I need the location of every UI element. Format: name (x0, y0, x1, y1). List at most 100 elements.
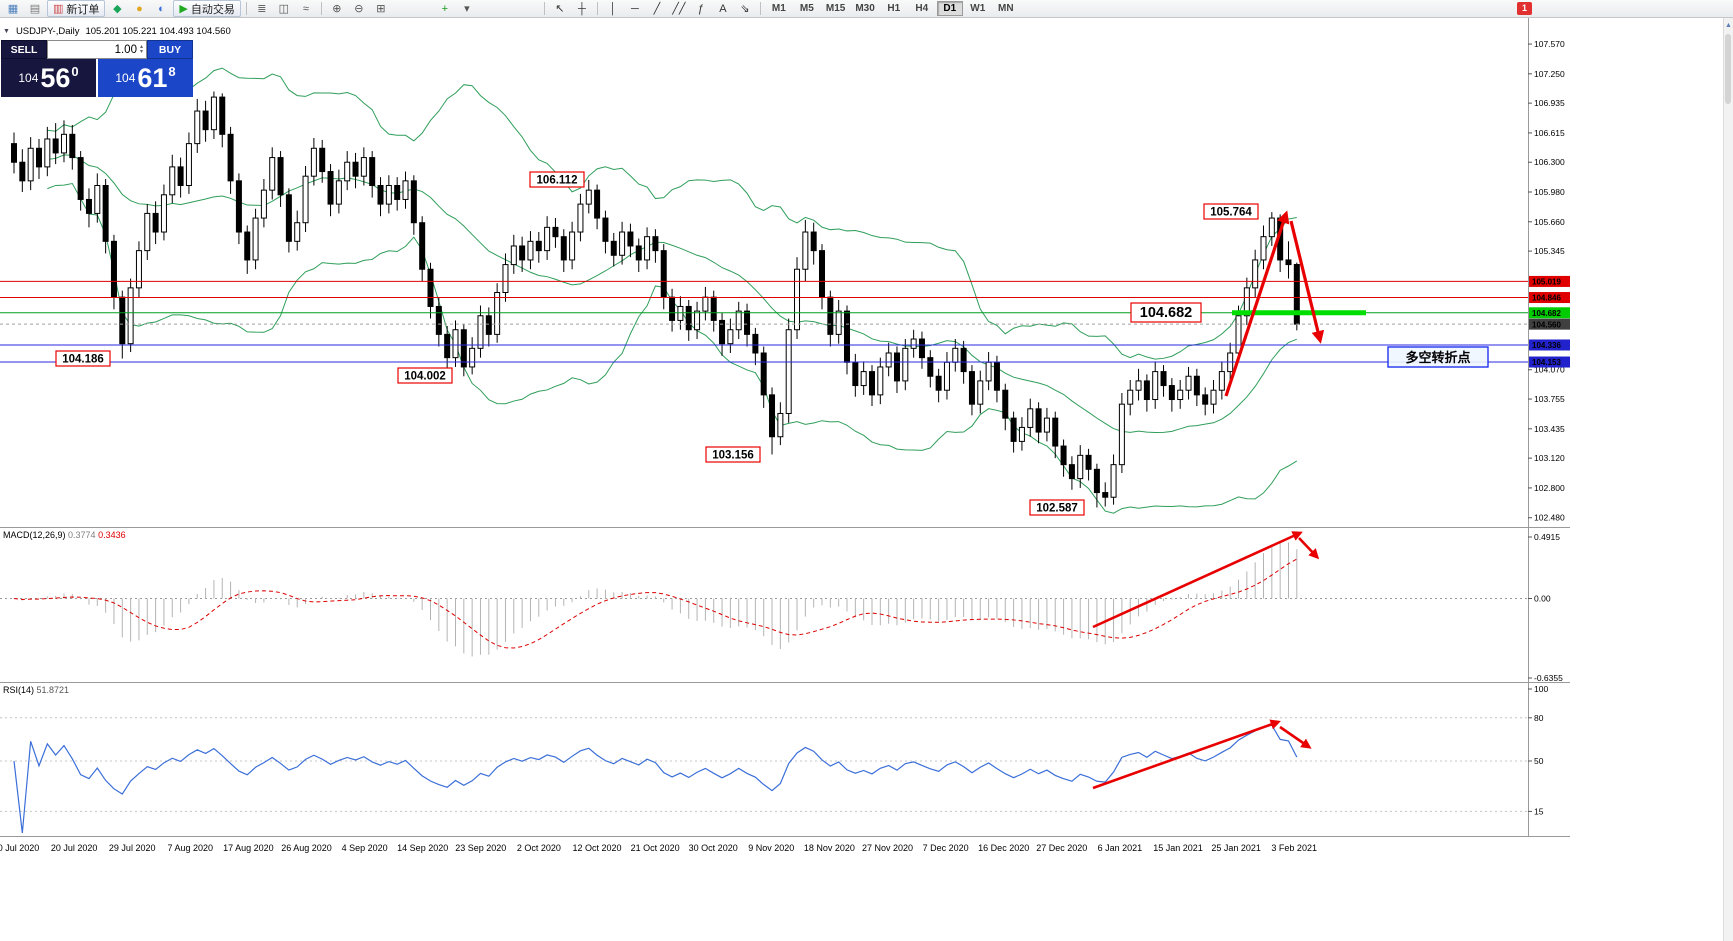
profiles-icon[interactable]: ▤ (29, 3, 41, 15)
cursor-icon[interactable]: ↖ (555, 3, 565, 15)
svg-text:104.560: 104.560 (1532, 320, 1561, 329)
trend-arrow[interactable] (1279, 725, 1312, 749)
zoom-in-icon[interactable]: ⊕ (332, 3, 342, 15)
svg-text:102.800: 102.800 (1534, 483, 1565, 493)
timeframe-h1-button[interactable]: H1 (887, 3, 901, 14)
svg-text:-0.6355: -0.6355 (1534, 673, 1563, 683)
time-axis[interactable]: 10 Jul 2020 20 Jul 2020 29 Jul 2020 7 Aug 2… (0, 843, 1317, 853)
scrollbar-up-icon[interactable]: ▲ (1725, 22, 1732, 29)
trend-arrow[interactable] (1298, 537, 1320, 560)
new-order-button[interactable]: ▥ 新订单 (47, 0, 106, 17)
timeframe-mn-button[interactable]: MN (998, 3, 1014, 14)
indicator-list-icon[interactable]: ▾ (464, 3, 470, 15)
vertical-line-icon[interactable]: │ (609, 2, 617, 15)
timeframe-d1-button[interactable]: D1 (936, 1, 963, 16)
macd-label: MACD(12,26,9) 0.3774 0.3436 (3, 530, 126, 540)
volume-down-button[interactable]: ▾ (139, 48, 143, 55)
toolbar: ▦ ▤ ▥ 新订单 ◆ ● ◐ ▶ 自动交易 ≣ ◫ ≈ ⊕ ⊖ ⊞ + ▾ ↖ ┼ │ ─ ╱ ╱╱ ƒ A ⇘ M1 M5 M15 M… (0, 0, 1733, 18)
sell-price-sup: 0 (71, 63, 79, 79)
buy-button[interactable]: BUY (147, 40, 193, 59)
price-annotation-box[interactable] (397, 367, 453, 384)
svg-text:29 Jul 2020: 29 Jul 2020 (109, 843, 156, 853)
timeframe-m15-button[interactable]: M15 (825, 3, 846, 14)
fibonacci-icon[interactable]: ƒ (697, 2, 704, 15)
volume-input[interactable]: 1.00 ▴ ▾ (47, 40, 147, 59)
channel-icon[interactable]: ╱╱ (672, 3, 686, 15)
price-annotation-box[interactable] (55, 350, 111, 367)
candlestick-chart-icon[interactable]: ◫ (278, 3, 290, 15)
svg-text:7 Dec 2020: 7 Dec 2020 (923, 843, 969, 853)
line-chart-icon[interactable]: ≈ (302, 2, 309, 15)
market-watch-icon[interactable]: ● (136, 2, 143, 15)
trend-arrow[interactable] (1289, 220, 1325, 344)
svg-text:103.120: 103.120 (1534, 453, 1565, 463)
toolbar-separator (245, 2, 247, 15)
timeframe-m30-button[interactable]: M30 (855, 3, 875, 14)
svg-text:30 Oct 2020: 30 Oct 2020 (689, 843, 738, 853)
data-window-icon[interactable]: ◐ (158, 2, 165, 15)
price-axis[interactable]: 107.570 107.250 106.935 106.615 106.300 105.9… (1528, 39, 1570, 523)
sell-price-display[interactable]: 104 56 0 (1, 59, 96, 97)
svg-text:104.682: 104.682 (1532, 309, 1561, 318)
price-annotation-box[interactable] (705, 446, 761, 463)
tile-windows-icon[interactable]: ⊞ (376, 3, 386, 15)
trend-arrow[interactable] (1092, 719, 1281, 790)
price-annotation-box[interactable] (1029, 499, 1085, 516)
svg-text:21 Oct 2020: 21 Oct 2020 (631, 843, 680, 853)
crosshair-icon[interactable]: ┼ (577, 2, 586, 15)
svg-text:14 Sep 2020: 14 Sep 2020 (397, 843, 448, 853)
svg-text:15 Jan 2021: 15 Jan 2021 (1153, 843, 1203, 853)
timeframe-w1-button[interactable]: W1 (970, 3, 986, 14)
horizontal-line-icon[interactable]: ─ (630, 2, 639, 15)
zoom-out-icon[interactable]: ⊖ (354, 3, 364, 15)
autotrading-button-icon: ▶ (179, 3, 188, 15)
sell-price-big: 56 (40, 62, 71, 93)
svg-text:103.435: 103.435 (1534, 424, 1565, 434)
timeframe-h4-button[interactable]: H4 (915, 3, 929, 14)
turn-point-label-box[interactable] (1387, 346, 1489, 368)
svg-text:107.570: 107.570 (1534, 39, 1565, 49)
trendline-icon[interactable]: ╱ (653, 3, 661, 15)
horizontal-levels[interactable] (0, 280, 1528, 363)
svg-text:多空转折点: 多空转折点 (1405, 350, 1470, 365)
charts-icon[interactable]: ◆ (113, 3, 122, 15)
timeframe-m5-button[interactable]: M5 (799, 3, 814, 14)
rsi-label: RSI(14) 51.8721 (3, 685, 69, 695)
timeframe-m1-button[interactable]: M1 (771, 3, 786, 14)
autotrading-button[interactable]: ▶ 自动交易 (173, 0, 241, 17)
notification-badge[interactable]: 1 (1517, 2, 1532, 15)
macd-signal-line (13, 558, 1298, 649)
price-annotation-box[interactable] (529, 171, 585, 188)
annotations[interactable]: 106.112 105.764 104.682 104.186 104.002 103.1… (55, 171, 1489, 790)
price-annotation-box[interactable] (1130, 302, 1202, 323)
volume-up-button[interactable]: ▴ (139, 43, 143, 50)
svg-text:104.070: 104.070 (1534, 365, 1565, 375)
svg-text:104.002: 104.002 (404, 371, 446, 383)
volume-spinner: ▴ ▾ (139, 43, 143, 55)
svg-text:17 Aug 2020: 17 Aug 2020 (223, 843, 274, 853)
svg-text:105.764: 105.764 (1210, 207, 1252, 219)
svg-text:23 Sep 2020: 23 Sep 2020 (455, 843, 506, 853)
rsi-line (13, 724, 1298, 834)
price-tag (1529, 292, 1570, 304)
price-annotation-box[interactable] (1203, 203, 1259, 220)
bar-chart-icon[interactable]: ≣ (257, 3, 267, 15)
trend-arrow[interactable] (1092, 531, 1303, 629)
trend-arrow[interactable] (1224, 210, 1290, 397)
scrollbar-thumb[interactable] (1725, 34, 1731, 104)
vertical-scrollbar[interactable]: ▲ (1723, 18, 1733, 941)
new-chart-icon[interactable]: ▦ (7, 3, 19, 15)
arrows-icon[interactable]: ⇘ (740, 3, 750, 15)
svg-text:20 Jul 2020: 20 Jul 2020 (51, 843, 98, 853)
add-indicator-icon[interactable]: + (441, 2, 449, 15)
sell-price-prefix: 104 (18, 71, 39, 85)
panel-collapse-icon[interactable]: ▼ (3, 28, 10, 35)
toolbar-separator (759, 2, 761, 15)
sell-button[interactable]: SELL (1, 40, 47, 59)
text-icon[interactable]: A (719, 2, 727, 15)
buy-price-display[interactable]: 104 61 8 (98, 59, 193, 97)
svg-text:10 Jul 2020: 10 Jul 2020 (0, 843, 39, 853)
svg-text:106.300: 106.300 (1534, 157, 1565, 167)
toolbar-separator (596, 2, 598, 15)
